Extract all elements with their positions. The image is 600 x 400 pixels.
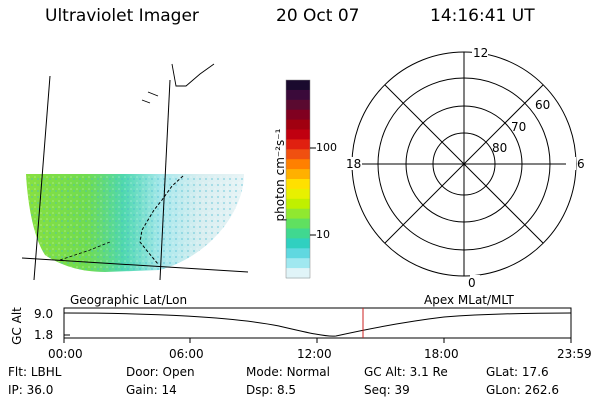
colorbar-swatch xyxy=(286,198,310,210)
info-ip: IP: 36.0 xyxy=(8,383,54,397)
info-dsp: Dsp: 8.5 xyxy=(246,383,297,397)
colorbar-swatch xyxy=(286,218,310,230)
geographic-image xyxy=(21,63,249,281)
colorbar-unit-label: photon cm⁻²s⁻¹ xyxy=(273,128,287,222)
mlt-label-0: 0 xyxy=(468,276,476,290)
altitude-xtick-0000: 00:00 xyxy=(48,347,83,361)
altitude-curve xyxy=(63,312,572,337)
colorbar-swatch xyxy=(286,248,310,259)
colorbar-swatch xyxy=(286,208,310,220)
polar-plot xyxy=(344,48,577,288)
mlat-label-80: 80 xyxy=(492,141,508,155)
colorbar-tick-10: 10 xyxy=(316,228,330,241)
altitude-ytick-9: 9.0 xyxy=(34,307,54,321)
colorbar-tick-100: 100 xyxy=(316,141,337,154)
observation-date: 20 Oct 07 xyxy=(276,6,360,26)
colorbar-swatch xyxy=(286,80,310,91)
colorbar-swatch xyxy=(286,149,310,160)
colorbar-swatch xyxy=(286,228,310,239)
colorbar-swatch xyxy=(286,99,310,111)
info-glon: GLon: 262.6 xyxy=(486,383,559,397)
colorbar-swatch xyxy=(286,188,310,200)
altitude-xtick-2359: 23:59 xyxy=(557,347,592,361)
apex-label: Apex MLat/MLT xyxy=(424,293,514,307)
colorbar-swatch xyxy=(286,89,310,101)
colorbar-swatch xyxy=(286,169,310,180)
colorbar-swatch xyxy=(286,119,310,131)
mlt-label-6: 6 xyxy=(577,157,585,171)
colorbar-swatch xyxy=(286,268,310,279)
colorbar xyxy=(285,79,316,279)
info-mode: Mode: Normal xyxy=(246,365,330,379)
info-gain: Gain: 14 xyxy=(126,383,177,397)
instrument-title: Ultraviolet Imager xyxy=(45,6,199,26)
colorbar-swatch xyxy=(286,179,310,190)
altitude-ylabel: GC Alt xyxy=(10,307,24,345)
altitude-xtick-1800: 18:00 xyxy=(424,347,459,361)
mlat-label-70: 70 xyxy=(511,120,527,134)
altitude-plot xyxy=(63,307,572,343)
colorbar-swatch xyxy=(286,139,310,150)
mlat-label-60: 60 xyxy=(535,98,551,112)
geographic-label: Geographic Lat/Lon xyxy=(70,293,188,307)
mlt-label-18: 18 xyxy=(346,157,362,171)
altitude-ytick-1-8: 1.8 xyxy=(34,328,54,342)
info-flt: Flt: LBHL xyxy=(8,365,62,379)
altitude-xtick-1200: 12:00 xyxy=(297,347,332,361)
info-glat: GLat: 17.6 xyxy=(486,365,549,379)
colorbar-swatch xyxy=(286,129,310,140)
mlt-label-12: 12 xyxy=(473,46,489,60)
colorbar-swatch xyxy=(286,109,310,121)
colorbar-swatch xyxy=(286,159,310,170)
info-door: Door: Open xyxy=(126,365,195,379)
colorbar-swatch xyxy=(286,258,310,269)
info-gc-alt: GC Alt: 3.1 Re xyxy=(364,365,448,379)
altitude-xtick-0600: 06:00 xyxy=(169,347,204,361)
colorbar-swatch xyxy=(286,238,310,249)
observation-time: 14:16:41 UT xyxy=(430,6,535,26)
info-seq: Seq: 39 xyxy=(364,383,410,397)
